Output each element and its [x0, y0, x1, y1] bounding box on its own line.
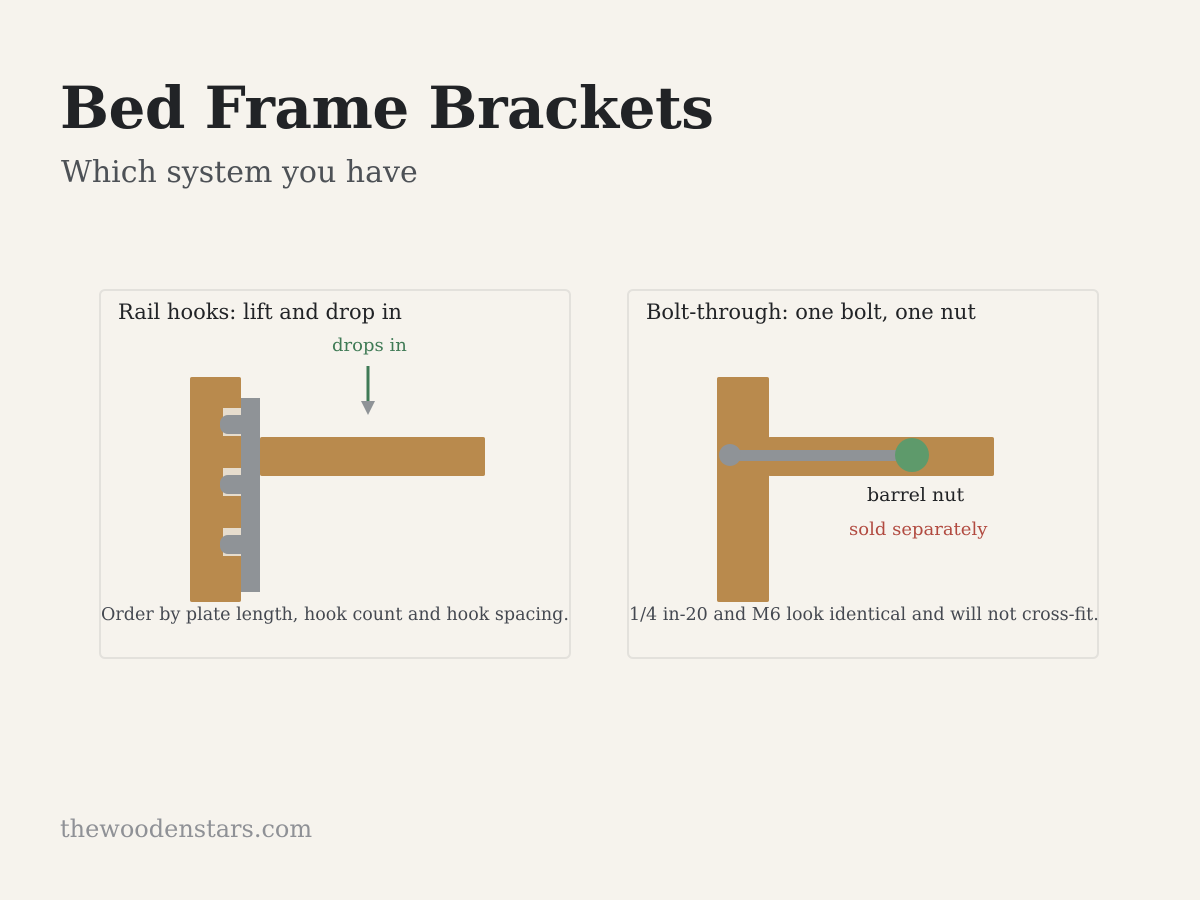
page-title: Bed Frame Brackets [60, 74, 714, 142]
page-subtitle: Which system you have [61, 155, 418, 190]
site-footer: thewoodenstars.com [60, 815, 313, 843]
bolt-through-diagram [717, 377, 994, 602]
bolt-shaft [729, 450, 913, 461]
bracket-plate [241, 398, 260, 592]
barrel-nut [895, 438, 929, 472]
bed-post [717, 377, 769, 602]
rail-hooks-diagram [190, 366, 485, 602]
sold-separately-label: sold separately [849, 519, 988, 540]
rail-hooks-note: Order by plate length, hook count and ho… [101, 605, 569, 625]
rail-hooks-heading: Rail hooks: lift and drop in [118, 300, 402, 324]
bolt-through-panel: Bolt-through: one bolt, one nut barrel n… [627, 289, 1099, 659]
bolt-through-note: 1/4 in-20 and M6 look identical and will… [629, 605, 1099, 625]
bolt-through-heading: Bolt-through: one bolt, one nut [646, 300, 976, 324]
barrel-nut-label: barrel nut [867, 484, 965, 506]
side-rail [260, 437, 485, 476]
bolt-head [719, 444, 741, 466]
drops-in-label: drops in [332, 335, 407, 356]
rail-hooks-panel: Rail hooks: lift and drop in drops in Or… [99, 289, 571, 659]
drop-arrow-icon [361, 366, 375, 415]
